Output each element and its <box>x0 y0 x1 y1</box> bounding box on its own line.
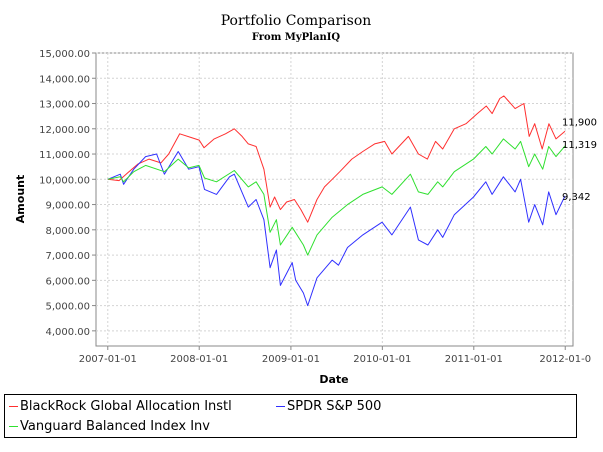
y-tick-label: 14,000.00 <box>39 74 90 85</box>
x-axis-label: Date <box>319 373 348 386</box>
y-tick-label: 12,000.00 <box>39 125 90 136</box>
chart-legend: BlackRock Global Allocation Instl SPDR S… <box>4 394 577 438</box>
x-tick-label: 2008-01-01 <box>170 354 228 365</box>
legend-swatch-blackrock <box>9 406 18 407</box>
series-line <box>107 151 566 307</box>
y-tick-label: 5,000.00 <box>45 302 90 313</box>
legend-item-spdr: SPDR S&P 500 <box>276 399 381 415</box>
legend-swatch-vanguard <box>9 426 18 427</box>
y-tick-label: 15,000.00 <box>39 49 90 60</box>
series-end-label: 11,319 <box>562 140 597 151</box>
legend-item-blackrock: BlackRock Global Allocation Instl <box>9 399 232 415</box>
series-line <box>107 95 566 223</box>
legend-swatch-spdr <box>276 406 285 407</box>
series-line <box>107 138 566 256</box>
y-tick-label: 11,000.00 <box>39 150 90 161</box>
legend-label-spdr: SPDR S&P 500 <box>287 399 382 414</box>
y-tick-label: 4,000.00 <box>45 327 90 338</box>
y-tick-label: 10,000.00 <box>39 175 90 186</box>
chart-subtitle: From MyPlanIQ <box>252 32 341 43</box>
series-end-label: 9,342 <box>562 192 591 203</box>
y-tick-label: 9,000.00 <box>45 201 90 212</box>
plot-area <box>95 52 574 347</box>
x-tick-label: 2010-01-01 <box>353 354 411 365</box>
series-end-label: 11,900 <box>562 117 597 128</box>
y-tick-label: 13,000.00 <box>39 100 90 111</box>
chart-title: Portfolio Comparison <box>221 13 372 29</box>
legend-item-vanguard: Vanguard Balanced Index Inv <box>9 419 210 435</box>
x-tick-label: 2009-01-01 <box>262 354 320 365</box>
y-axis-label: Amount <box>14 175 27 223</box>
x-tick-label: 2007-01-01 <box>79 354 137 365</box>
y-tick-label: 8,000.00 <box>45 226 90 237</box>
y-tick-label: 6,000.00 <box>45 276 90 287</box>
x-tick-label: 2012-01-0 <box>539 354 591 365</box>
x-tick-label: 2011-01-01 <box>445 354 503 365</box>
y-tick-label: 7,000.00 <box>45 251 90 262</box>
legend-label-vanguard: Vanguard Balanced Index Inv <box>20 419 210 434</box>
legend-label-blackrock: BlackRock Global Allocation Instl <box>20 399 232 414</box>
